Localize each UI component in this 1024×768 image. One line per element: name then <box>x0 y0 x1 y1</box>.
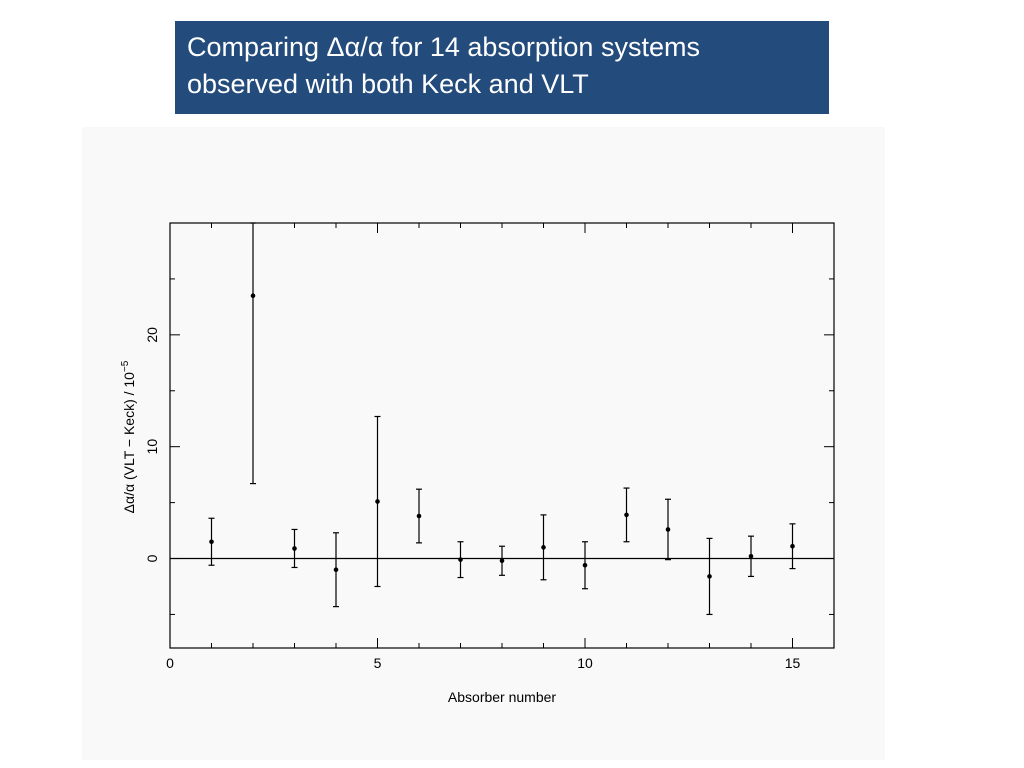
data-point <box>292 546 297 551</box>
data-point <box>707 574 712 579</box>
slide-title-line-1: Comparing Δα/α for 14 absorption systems <box>187 32 700 62</box>
x-tick-label: 15 <box>785 655 801 671</box>
y-tick-label: 20 <box>144 327 160 343</box>
y-axis-label: Δα/α (VLT − Keck) / 10−5 <box>120 360 137 513</box>
data-point <box>499 558 505 564</box>
plot-panel <box>82 127 885 760</box>
data-point <box>250 293 256 298</box>
y-axis-label-main: Δα/α (VLT − Keck) / 10 <box>121 372 137 514</box>
y-tick-label: 10 <box>144 439 160 455</box>
slide-title-line-2: observed with both Keck and VLT <box>187 69 589 99</box>
x-tick-label: 10 <box>577 655 593 671</box>
data-point <box>333 567 339 573</box>
plot-frame <box>169 222 835 649</box>
data-point <box>416 513 422 519</box>
data-point <box>665 527 671 532</box>
data-point <box>458 557 463 562</box>
data-point <box>209 539 214 545</box>
x-tick-label: 5 <box>374 655 382 671</box>
x-axis-label: Absorber number <box>448 689 557 705</box>
x-tick-label: 0 <box>166 655 174 671</box>
y-axis-label-exponent: −5 <box>120 360 131 372</box>
axis-ticks <box>169 222 835 648</box>
data-point <box>582 562 588 568</box>
y-tick-label: 0 <box>144 554 160 562</box>
tick-labels: 0 5 10 15 0 10 20 <box>144 327 800 671</box>
data-point <box>541 545 546 550</box>
data-points <box>208 222 796 616</box>
data-point <box>375 499 380 504</box>
data-point <box>748 553 754 559</box>
slide-title-box: Comparing Δα/α for 14 absorption systems… <box>175 21 829 114</box>
data-point <box>624 512 629 518</box>
data-point <box>790 543 795 549</box>
